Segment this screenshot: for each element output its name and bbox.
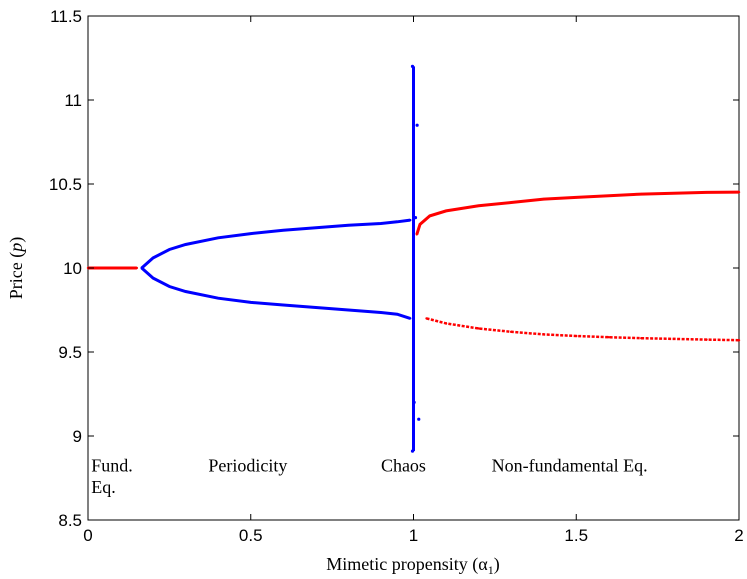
data-point [410,449,415,453]
data-point [151,276,155,280]
data-point [417,417,421,421]
data-point [640,192,643,196]
data-point [672,337,676,341]
data-point [379,222,383,225]
y-tick-label: 8.5 [58,511,82,530]
data-point [477,327,480,330]
data-point [425,317,428,320]
data-series-layer [86,64,741,453]
data-point [249,301,252,304]
data-point [575,334,578,338]
data-point [140,266,143,270]
data-point [396,220,399,223]
data-point [409,317,412,320]
data-point [737,190,741,194]
data-point [737,339,741,342]
data-point [184,290,187,293]
region-label: Chaos [381,455,426,475]
data-point [640,337,643,340]
data-point [314,306,318,309]
data-point [607,336,610,339]
data-point [379,311,383,314]
x-tick-label: 0.5 [239,526,263,545]
data-point [410,64,415,68]
data-point [477,204,480,208]
data-point [282,303,285,307]
data-point [509,201,513,204]
x-tick-label: 0 [83,526,92,545]
y-tick-label: 10.5 [49,175,82,194]
data-point [415,233,418,236]
data-point [151,256,155,260]
data-point [412,400,416,404]
region-label: Non-fundamental Eq. [492,455,648,475]
y-tick-label: 9 [73,427,82,446]
region-label: Fund. [91,455,133,475]
data-point [217,297,220,300]
data-point [168,285,171,288]
data-point [607,194,610,197]
data-point [672,192,676,195]
y-axis-title: Price (p) [6,237,27,299]
data-point [428,214,431,218]
data-point [413,216,418,220]
data-point [314,226,318,229]
x-tick-label: 2 [734,526,743,545]
data-point [575,196,578,199]
data-point [444,209,448,213]
data-point [119,266,122,270]
data-point [444,322,448,325]
data-point [418,223,422,226]
data-point [135,266,139,270]
data-point [217,236,220,239]
data-point [249,232,252,235]
region-label: Periodicity [208,455,287,475]
data-point [542,333,545,336]
data-point [705,338,708,341]
y-tick-label: 9.5 [58,343,82,362]
data-point [282,229,285,232]
region-label: Eq. [91,477,116,497]
data-point [396,313,399,316]
data-point [415,123,419,127]
data-point [168,248,171,251]
region-annotations: Fund.Eq. Periodicity Chaos Non-fundamental … [91,455,647,497]
series-line-1 [140,218,411,270]
data-point [542,197,545,201]
data-point [184,243,187,246]
y-tick-label: 11 [64,91,82,110]
data-point [347,308,350,312]
x-axis-title: Mimetic propensity (α1) [326,554,499,577]
data-point [409,218,412,222]
y-tick-label: 10 [63,259,82,278]
data-point [705,191,708,194]
data-point [509,330,513,334]
x-tick-label: 1.5 [564,526,588,545]
x-tick-label: 1 [409,526,418,545]
series-line-2 [140,266,411,320]
data-point [347,223,350,227]
y-tick-label: 11.5 [50,7,82,26]
data-point [103,266,106,270]
